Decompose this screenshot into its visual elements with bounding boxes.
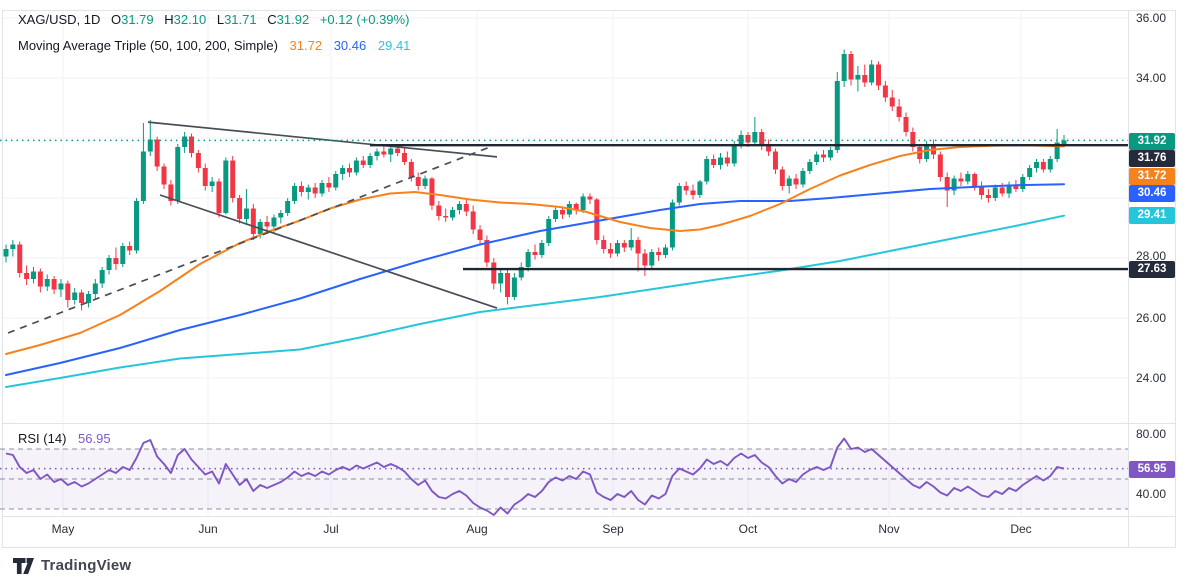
- price-axis-badge: 30.46: [1129, 184, 1175, 202]
- sma100-value: 30.46: [333, 38, 367, 53]
- open-label: O: [110, 12, 122, 27]
- month-label-sep: Sep: [602, 522, 624, 536]
- chart-canvas[interactable]: [0, 0, 1128, 548]
- sma50-value: 31.72: [289, 38, 323, 53]
- low-value: 31.71: [224, 12, 257, 27]
- price-axis-label: 24.00: [1136, 371, 1167, 385]
- month-label-nov: Nov: [878, 522, 900, 536]
- sma200-value: 29.41: [377, 38, 411, 53]
- price-axis-label: 36.00: [1136, 11, 1167, 25]
- month-label-aug: Aug: [466, 522, 488, 536]
- change-value: +0.12 (+0.39%): [319, 12, 410, 27]
- price-axis-separator: [1128, 10, 1129, 548]
- symbol-title[interactable]: XAG/USD, 1D: [18, 12, 101, 27]
- price-axis-label: 40.00: [1136, 487, 1167, 501]
- tradingview-logo-text: TradingView: [41, 557, 132, 574]
- price-axis-badge: 56.95: [1129, 460, 1175, 478]
- pane-separator[interactable]: [2, 423, 1176, 424]
- price-axis-badge: 31.72: [1129, 167, 1175, 185]
- month-label-oct: Oct: [738, 522, 758, 536]
- time-axis-separator: [2, 516, 1176, 517]
- symbol-legend[interactable]: XAG/USD, 1D O31.79 H32.10 L31.71 C31.92 …: [18, 12, 409, 27]
- open-value: 31.79: [121, 12, 154, 27]
- high-value: 32.10: [173, 12, 207, 27]
- time-axis[interactable]: May Jun Jul Aug Sep Oct Nov Dec: [0, 516, 1128, 548]
- rsi-title[interactable]: RSI (14): [18, 431, 67, 446]
- rsi-value: 56.95: [78, 431, 111, 446]
- price-axis-badge: 31.76: [1129, 149, 1175, 167]
- price-axis-label: 34.00: [1136, 71, 1167, 85]
- price-axis-label: 26.00: [1136, 311, 1167, 325]
- month-label-dec: Dec: [1010, 522, 1032, 536]
- price-axis-badge: 29.41: [1129, 206, 1175, 224]
- price-axis-badge: 31.92: [1129, 132, 1175, 150]
- ma-indicator-title[interactable]: Moving Average Triple (50, 100, 200, Sim…: [18, 38, 278, 53]
- price-axis-badge: 27.63: [1129, 260, 1175, 278]
- low-label: L: [216, 12, 225, 27]
- high-label: H: [164, 12, 174, 27]
- tradingview-attribution[interactable]: TradingView: [13, 557, 131, 574]
- tradingview-logo-icon: [13, 557, 34, 574]
- close-value: 31.92: [276, 12, 310, 27]
- price-axis[interactable]: 36.00 34.00 28.00 26.00 24.00 80.00 40.00 31.92…: [1128, 0, 1188, 548]
- month-label-jul: Jul: [323, 522, 339, 536]
- price-axis-label: 80.00: [1136, 427, 1167, 441]
- month-label-jun: Jun: [198, 522, 218, 536]
- month-label-may: May: [51, 522, 75, 536]
- rsi-indicator-legend[interactable]: RSI (14) 56.95: [18, 431, 111, 446]
- ma-indicator-legend[interactable]: Moving Average Triple (50, 100, 200, Sim…: [18, 38, 410, 53]
- chart-frame: [2, 10, 1176, 548]
- price-axis-label: 28.00: [1136, 249, 1167, 263]
- close-label: C: [267, 12, 277, 27]
